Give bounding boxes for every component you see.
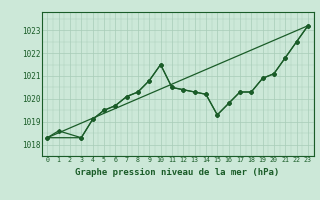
X-axis label: Graphe pression niveau de la mer (hPa): Graphe pression niveau de la mer (hPa) [76,168,280,177]
